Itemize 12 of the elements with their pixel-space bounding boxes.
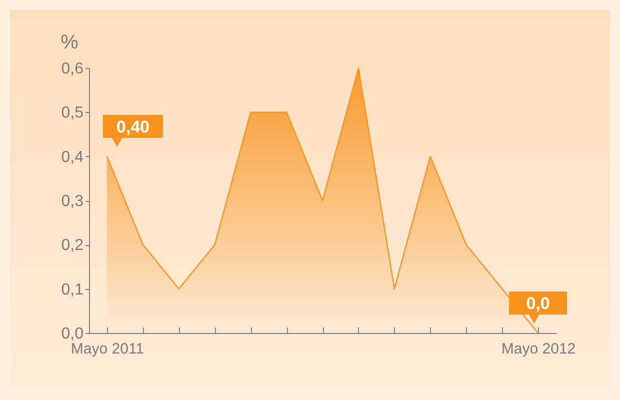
- y-tick-label: 0,3: [61, 193, 84, 210]
- y-tick-label: 0,5: [61, 104, 84, 122]
- annotation: 0,0: [526, 294, 550, 313]
- y-tick-label: 0,4: [61, 148, 84, 166]
- y-tick-label: 0,2: [61, 237, 84, 254]
- y-axis-title: %: [60, 32, 79, 54]
- y-tick-label: 0,6: [61, 60, 84, 78]
- y-tick-label: 0,0: [61, 326, 84, 342]
- x-tick-label: Mayo 2012: [501, 340, 576, 358]
- y-tick-label: 0,1: [61, 281, 84, 298]
- x-tick-label: Mayo 2011: [70, 340, 144, 358]
- annotation: 0,40: [116, 117, 150, 136]
